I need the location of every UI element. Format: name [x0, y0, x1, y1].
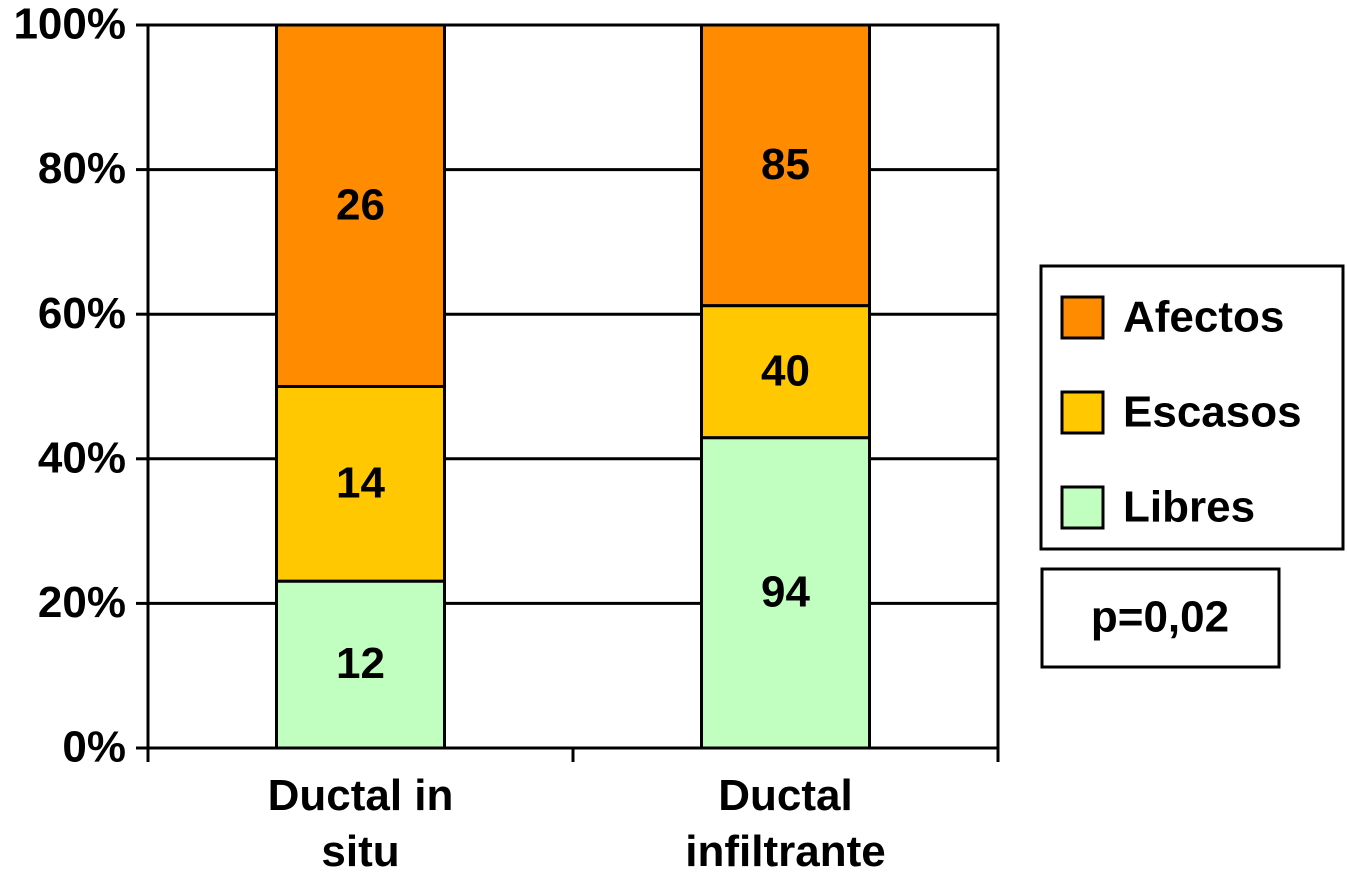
bar-segment — [700, 436, 871, 750]
y-tick-label: 0% — [62, 723, 126, 772]
annotation-box — [1040, 567, 1281, 669]
legend-label: Escasos — [1123, 388, 1302, 437]
data-label: 40 — [761, 346, 810, 395]
y-tick-label: 80% — [38, 144, 126, 193]
data-label: 26 — [336, 180, 385, 229]
x-tick-label: Ductal in situ — [267, 771, 454, 876]
legend-label: Afectos — [1123, 293, 1284, 342]
y-tick-label: 100% — [13, 0, 126, 49]
bar-segment — [275, 23, 446, 388]
y-tick-label: 40% — [38, 433, 126, 482]
legend-swatch — [1060, 295, 1105, 340]
data-label: 14 — [336, 458, 385, 507]
y-tick-label: 60% — [38, 289, 126, 338]
x-tick-label: Ductal infiltrante — [685, 771, 886, 876]
legend-label: Libres — [1123, 483, 1255, 532]
data-label: 85 — [761, 140, 810, 189]
y-tick-label: 20% — [38, 578, 126, 627]
data-label: 12 — [336, 639, 385, 688]
bar-segment — [700, 304, 871, 440]
annotation: p=0,02 — [1091, 593, 1229, 642]
legend-swatch — [1060, 485, 1105, 530]
bar-segment — [700, 23, 871, 308]
data-label: 94 — [761, 567, 810, 616]
legend-swatch — [1060, 390, 1105, 435]
